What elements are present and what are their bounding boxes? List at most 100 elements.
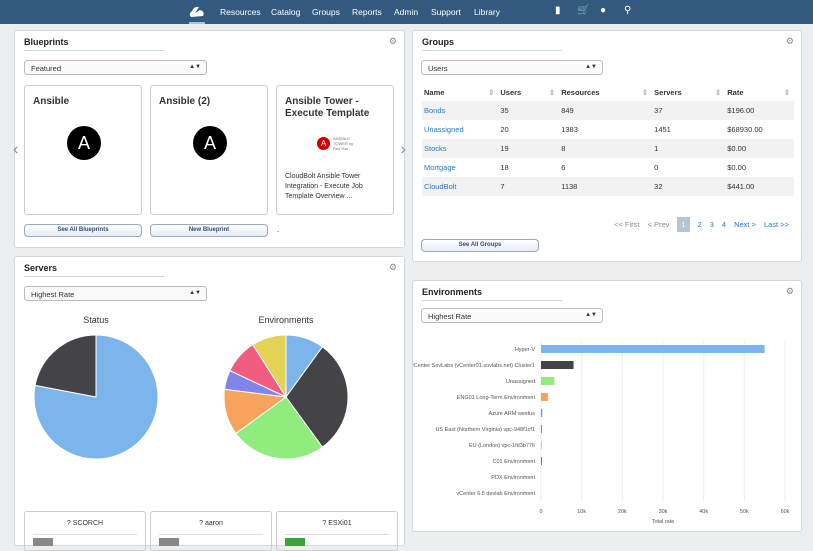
sort-icon[interactable]: ⇕ [714,87,722,97]
bar[interactable] [541,361,574,369]
groups-select[interactable]: Users ▲▼ [421,60,603,75]
table-cell: 0 [652,158,725,177]
servers-select[interactable]: Highest Rate ▲▼ [24,286,207,301]
column-header[interactable]: Users ⇕ [498,83,559,101]
carousel-prev-icon[interactable]: ‹ [13,141,19,158]
user-icon[interactable]: ● [600,5,607,16]
server-card[interactable]: ? SCORCH [24,511,146,551]
column-header[interactable]: Name ⇕ [422,83,498,101]
table-row: Unassigned 20 1383 1451 $68930.00 [422,120,794,139]
server-card[interactable]: ? ESXi01 [276,511,398,551]
pager-last[interactable]: Last >> [763,220,789,229]
gear-icon[interactable]: ⚙ [388,262,397,272]
environments-panel: Environments ⚙ Highest Rate ▲▼ 0 10k 20k 30k… [412,280,802,532]
column-header[interactable]: Servers ⇕ [652,83,725,101]
table-cell: 1 [652,139,726,158]
search-icon[interactable]: ⚲ [624,5,632,16]
group-link[interactable]: Unassigned [424,125,464,134]
cell-value: 37 [654,106,663,115]
nav-groups[interactable]: Groups [312,7,340,17]
x-tick-label: 10k [577,509,586,515]
table-cell: 19 [498,139,560,158]
nav-support[interactable]: Support [431,7,461,17]
y-category-label: vCenter 6.5 devlab Environment [456,491,535,497]
pie-slice[interactable] [285,346,349,448]
new-blueprint-button[interactable]: New Blueprint [150,224,268,237]
carousel-next-icon[interactable]: › [400,141,406,158]
sort-icon[interactable]: ⇕ [641,87,649,97]
gear-icon[interactable]: ⚙ [785,286,794,296]
nav-resources[interactable]: Resources [220,7,261,17]
group-link[interactable]: Stocks [424,144,447,153]
bar[interactable] [541,425,542,433]
cell-value: 1451 [654,125,671,134]
gear-icon[interactable]: ⚙ [388,36,397,46]
ansible-logo: A [67,126,101,160]
panel-title: Groups [422,37,455,47]
table-cell[interactable]: Bonds [422,101,499,120]
cell-value: 849 [561,106,574,115]
bar[interactable] [541,377,555,385]
blueprints-select[interactable]: Featured ▲▼ [24,60,207,75]
environments-select[interactable]: Highest Rate ▲▼ [421,308,603,323]
pager-page[interactable]: 3 [709,220,714,229]
pie-slice[interactable] [34,334,97,398]
blueprint-card[interactable]: Ansible A [24,85,142,215]
x-tick-label: 30k [659,509,668,515]
see-all-blueprints-button[interactable]: See All Blueprints [24,224,142,237]
pie-slice[interactable] [235,396,324,460]
table-cell[interactable]: Unassigned [422,120,498,139]
pager-next[interactable]: Next > [734,220,756,229]
bar[interactable] [541,345,765,353]
pie-title: Status [83,315,109,325]
bar[interactable] [541,409,543,417]
nav-admin[interactable]: Admin [394,7,419,17]
server-name: ? ESXi01 [322,520,352,527]
groups-table: Name ⇕ Users ⇕ Resources ⇕ Servers ⇕ Rate ⇕ Bonds 3… [422,83,794,196]
cart-icon[interactable]: 🛒 [577,5,590,16]
table-cell[interactable]: Mortgage [422,158,498,177]
bar[interactable] [541,457,542,465]
pager-prev[interactable]: < Prev [647,220,670,229]
pager-first[interactable]: << First [614,220,640,229]
table-cell[interactable]: CloudBolt [422,177,499,196]
server-card[interactable]: ? aaron [150,511,272,551]
pager-page[interactable]: 1 [677,217,690,232]
cloudbolt-logo[interactable] [188,4,206,24]
divider [422,300,562,301]
cell-value: 7 [500,182,505,191]
column-header[interactable]: Rate ⇕ [725,83,794,101]
table-cell: 32 [652,177,726,196]
see-all-groups-button[interactable]: See All Groups [421,239,539,252]
sort-icon[interactable]: ⇕ [548,87,556,97]
x-tick-label: 0 [539,509,542,515]
group-link[interactable]: Mortgage [424,163,456,172]
pager-page[interactable]: 2 [697,220,702,229]
x-tick-label: 20k [618,509,627,515]
chevron-updown-icon: ▲▼ [189,290,201,296]
cell-value: 8 [561,144,566,153]
column-header[interactable]: Resources ⇕ [559,83,652,101]
sort-icon[interactable]: ⇕ [488,87,495,97]
pagination: << First < Prev 1 2 3 4 Next > Last >> [614,217,789,232]
gear-icon[interactable]: ⚙ [785,36,794,46]
bookmark-icon[interactable]: ▮ [555,5,561,16]
nav-library[interactable]: Library [474,7,500,17]
blueprint-card[interactable]: Ansible (2) A [150,85,268,215]
y-category-label: ENG01 Long-Term Environment [457,395,536,401]
bar[interactable] [541,393,548,401]
pager-page[interactable]: 4 [721,220,727,229]
group-link[interactable]: Bonds [424,106,446,115]
nav-reports[interactable]: Reports [352,7,382,17]
bar[interactable] [541,441,542,449]
blueprint-card[interactable]: Ansible Tower - Execute Template A ANSIBL… [276,85,394,215]
table-cell: $0.00 [725,158,794,177]
cell-value: 1383 [561,125,578,134]
cell-value: 32 [654,182,663,191]
table-cell[interactable]: Stocks [422,139,499,158]
sort-icon[interactable]: ⇕ [783,87,790,97]
pie-slice[interactable] [252,334,287,399]
pie-charts: Status Environments [33,315,349,460]
group-link[interactable]: CloudBolt [424,182,457,191]
nav-catalog[interactable]: Catalog [271,7,301,17]
